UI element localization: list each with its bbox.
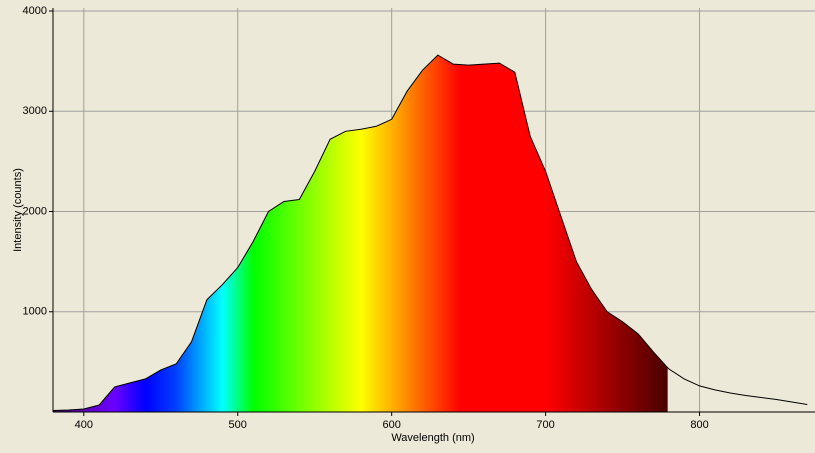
x-tick-label: 500 <box>229 419 247 431</box>
y-axis-title: Intensity (counts) <box>12 168 24 252</box>
x-tick-label: 700 <box>536 419 554 431</box>
y-tick-label: 1000 <box>23 306 47 318</box>
x-tick-label: 600 <box>382 419 400 431</box>
x-tick-label: 400 <box>75 419 93 431</box>
spectrum-line <box>52 54 808 411</box>
y-tick-label: 4000 <box>23 5 47 17</box>
spectrum-area <box>53 55 808 412</box>
y-tick-label: 3000 <box>23 105 47 117</box>
x-tick-label: 800 <box>690 419 708 431</box>
x-axis-title: Wavelength (nm) <box>391 432 474 444</box>
y-tick-label: 2000 <box>23 205 47 217</box>
